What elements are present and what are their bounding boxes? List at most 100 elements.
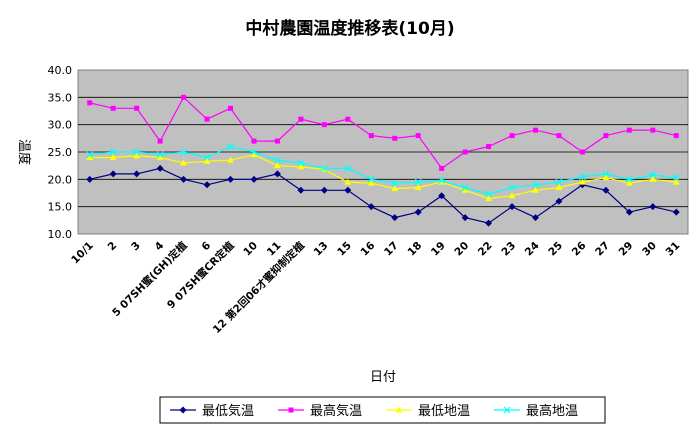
x-tick-label: 15 xyxy=(335,240,354,259)
chart-title: 中村農園温度推移表(10月) xyxy=(245,18,454,39)
data-point xyxy=(156,151,164,159)
x-tick-label: 23 xyxy=(499,240,518,259)
data-point xyxy=(625,175,633,183)
data-point-stroke xyxy=(156,151,164,159)
y-tick-label: 40.0 xyxy=(48,64,73,77)
y-tick-label: 25.0 xyxy=(48,146,73,159)
data-point xyxy=(204,116,210,122)
data-point xyxy=(345,116,351,122)
series-line xyxy=(89,145,677,195)
data-point-stroke xyxy=(86,151,94,159)
legend-label: 最高気温 xyxy=(310,403,362,419)
y-axis-label: 温度 xyxy=(16,139,32,165)
data-point-stroke xyxy=(532,181,539,189)
data-point xyxy=(179,406,187,414)
x-tick-label: 25 xyxy=(546,240,565,259)
data-point xyxy=(273,156,281,164)
y-tick-label: 30.0 xyxy=(48,119,73,132)
data-point-stroke xyxy=(320,164,328,172)
data-point xyxy=(461,186,469,193)
data-point xyxy=(438,178,446,185)
data-point xyxy=(250,151,258,158)
data-point xyxy=(508,203,516,211)
x-tick-label: 4 xyxy=(153,240,167,254)
x-tick-label: 5 07SH蜜(GH)定植 xyxy=(109,239,190,320)
data-point xyxy=(250,148,258,156)
data-point xyxy=(672,174,680,182)
data-point xyxy=(133,152,141,159)
data-point xyxy=(86,153,94,160)
x-tick-label: 3 xyxy=(129,240,143,254)
x-tick-label: 27 xyxy=(593,240,612,259)
data-point xyxy=(180,159,188,166)
data-point-stroke xyxy=(109,148,117,156)
series-square xyxy=(87,94,679,171)
series-line xyxy=(89,96,677,170)
data-point xyxy=(602,174,610,181)
data-point xyxy=(297,163,305,170)
data-point xyxy=(156,164,164,172)
legend-box xyxy=(159,396,606,424)
data-point-stroke xyxy=(414,178,422,186)
data-point-stroke xyxy=(367,175,375,183)
data-point xyxy=(87,100,93,106)
data-point xyxy=(414,178,422,186)
data-point xyxy=(672,208,680,216)
x-tick-label: 10 xyxy=(241,240,260,259)
data-point xyxy=(367,175,375,183)
x-tick-label: 18 xyxy=(405,240,424,259)
data-point xyxy=(227,156,234,163)
x-tick-label: 22 xyxy=(476,240,495,259)
data-point-stroke xyxy=(555,178,563,186)
data-point xyxy=(344,186,352,194)
series-line xyxy=(89,167,677,224)
data-point xyxy=(579,149,585,155)
data-point xyxy=(532,214,539,222)
data-point xyxy=(649,203,657,211)
data-point xyxy=(321,122,327,128)
data-point-stroke xyxy=(203,154,211,161)
data-point xyxy=(414,208,422,216)
x-tick-label: 24 xyxy=(523,240,542,259)
data-point xyxy=(625,179,633,186)
data-point xyxy=(320,164,328,172)
data-point xyxy=(461,184,469,191)
data-point xyxy=(532,181,539,189)
data-point xyxy=(109,170,117,178)
data-point-stroke xyxy=(391,179,399,187)
x-tick-label: 26 xyxy=(570,240,589,259)
data-point xyxy=(297,159,305,167)
data-point xyxy=(391,185,399,192)
data-point xyxy=(508,184,516,191)
data-point-stroke xyxy=(649,171,657,179)
data-point xyxy=(603,133,609,139)
data-point xyxy=(227,143,234,150)
data-point xyxy=(508,192,516,199)
data-point xyxy=(415,133,421,139)
data-point xyxy=(297,186,305,194)
data-point-stroke xyxy=(180,148,188,156)
data-point xyxy=(251,138,257,144)
x-axis-label: 日付 xyxy=(370,370,396,385)
data-point xyxy=(625,208,633,216)
data-point xyxy=(344,164,352,172)
data-point xyxy=(673,133,679,139)
x-tick-label: 11 xyxy=(265,240,284,259)
data-point xyxy=(156,153,164,160)
data-point xyxy=(461,214,469,222)
data-point xyxy=(555,184,563,191)
data-point xyxy=(180,148,188,156)
data-point-stroke xyxy=(297,159,305,167)
data-point xyxy=(273,162,281,169)
data-point-stroke xyxy=(625,175,633,183)
data-point xyxy=(578,173,586,181)
x-tick-label: 13 xyxy=(312,240,331,259)
data-point xyxy=(250,175,258,183)
data-point-stroke xyxy=(508,184,516,191)
data-point xyxy=(133,148,141,156)
data-point xyxy=(485,219,493,227)
data-point xyxy=(391,179,399,187)
data-point xyxy=(462,149,468,155)
data-point xyxy=(438,192,446,200)
